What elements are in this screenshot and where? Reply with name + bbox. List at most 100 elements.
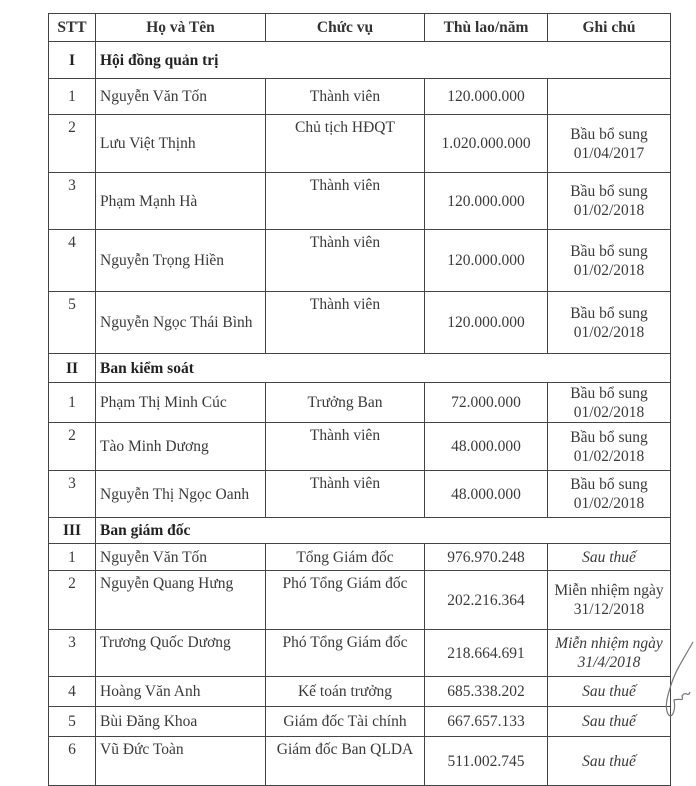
row-note: Miễn nhiệm ngày 31/4/2018 [547, 629, 671, 677]
row-note: Bầu bổ sung 01/02/2018 [547, 291, 671, 354]
row-name: Hoàng Văn Anh [95, 676, 266, 707]
row-stt: 3 [48, 172, 96, 230]
row-name: Phạm Thị Minh Cúc [95, 382, 266, 423]
row-role: Giám đốc Tài chính [265, 706, 425, 737]
row-stt: 5 [48, 706, 96, 737]
table-row: 6 Vũ Đức Toàn Giám đốc Ban QLDA 511.002.745… [48, 736, 671, 786]
section-row: I Hội đồng quản trị [48, 41, 671, 79]
row-stt: 3 [48, 470, 96, 518]
table-row: 2 Nguyễn Quang Hưng Phó Tổng Giám đốc 202.2… [48, 570, 671, 630]
row-pay: 218.664.691 [424, 629, 548, 677]
row-pay: 1.020.000.000 [424, 114, 548, 173]
row-stt: 2 [48, 570, 96, 630]
table-row: 2 Tào Minh Dương Thành viên 48.000.000 Bầu b… [48, 422, 671, 471]
row-role: Phó Tổng Giám đốc [265, 570, 425, 630]
row-note: Bầu bổ sung 01/02/2018 [547, 172, 671, 230]
row-role: Thành viên [265, 422, 425, 471]
row-note: Sau thuế [547, 706, 671, 737]
row-role: Thành viên [265, 78, 425, 115]
row-note: Bầu bổ sung 01/02/2018 [547, 382, 671, 423]
row-stt: 3 [48, 629, 96, 677]
header-name: Họ và Tên [95, 13, 266, 42]
table-row: 5 Bùi Đăng Khoa Giám đốc Tài chính 667.657.… [48, 706, 671, 737]
row-name: Bùi Đăng Khoa [95, 706, 266, 737]
row-stt: 6 [48, 736, 96, 786]
table-row: 5 Nguyễn Ngọc Thái Bình Thành viên 120.000.… [48, 291, 671, 354]
header-row: STT Họ và Tên Chức vụ Thù lao/năm Ghi ch… [48, 13, 671, 42]
row-stt: 1 [48, 543, 96, 571]
section-row: II Ban kiểm soát [48, 353, 671, 383]
section-title: Ban giám đốc [95, 517, 671, 544]
section-title: Ban kiểm soát [95, 353, 671, 383]
row-name: Nguyễn Văn Tốn [95, 543, 266, 571]
table-row: 3 Trương Quốc Dương Phó Tổng Giám đốc 218.6… [48, 629, 671, 677]
row-pay: 48.000.000 [424, 470, 548, 518]
row-note: Sau thuế [547, 676, 671, 707]
row-name: Lưu Việt Thịnh [95, 114, 266, 173]
section-number: II [48, 353, 96, 383]
row-role: Kế toán trưởng [265, 676, 425, 707]
row-pay: 976.970.248 [424, 543, 548, 571]
header-role: Chức vụ [265, 13, 425, 42]
row-name: Trương Quốc Dương [95, 629, 266, 677]
table-row: 2 Lưu Việt Thịnh Chủ tịch HĐQT 1.020.000.00… [48, 114, 671, 173]
header-pay: Thù lao/năm [424, 13, 548, 42]
row-note: Bầu bổ sung 01/02/2018 [547, 470, 671, 518]
header-stt: STT [48, 13, 96, 42]
row-pay: 48.000.000 [424, 422, 548, 471]
row-role: Chủ tịch HĐQT [265, 114, 425, 173]
row-stt: 1 [48, 78, 96, 115]
row-name: Nguyễn Thị Ngọc Oanh [95, 470, 266, 518]
row-role: Thành viên [265, 291, 425, 354]
row-name: Phạm Mạnh Hà [95, 172, 266, 230]
row-role: Trưởng Ban [265, 382, 425, 423]
table-row: 1 Nguyễn Văn Tốn Tổng Giám đốc 976.970.248 S… [48, 543, 671, 571]
row-name: Nguyễn Quang Hưng [95, 570, 266, 630]
section-title: Hội đồng quản trị [95, 41, 671, 79]
row-stt: 1 [48, 382, 96, 423]
row-pay: 120.000.000 [424, 291, 548, 354]
row-note: Miễn nhiệm ngày 31/12/2018 [547, 570, 671, 630]
row-note [547, 78, 671, 115]
remuneration-table: STT Họ và Tên Chức vụ Thù lao/năm Ghi ch… [48, 13, 671, 786]
table-row: 1 Nguyễn Văn Tốn Thành viên 120.000.000 [48, 78, 671, 115]
row-role: Phó Tổng Giám đốc [265, 629, 425, 677]
signature [665, 641, 694, 717]
row-pay: 202.216.364 [424, 570, 548, 630]
row-role: Thành viên [265, 172, 425, 230]
section-number: I [48, 41, 96, 79]
table-row: 3 Nguyễn Thị Ngọc Oanh Thành viên 48.000.00… [48, 470, 671, 518]
row-name: Nguyễn Ngọc Thái Bình [95, 291, 266, 354]
row-name: Vũ Đức Toàn [95, 736, 266, 786]
table-row: 3 Phạm Mạnh Hà Thành viên 120.000.000 Bầu bổ… [48, 172, 671, 230]
row-pay: 667.657.133 [424, 706, 548, 737]
row-note: Bầu bổ sung 01/04/2017 [547, 114, 671, 173]
row-name: Nguyễn Văn Tốn [95, 78, 266, 115]
header-note: Ghi chú [547, 13, 671, 42]
row-role: Thành viên [265, 470, 425, 518]
row-pay: 685.338.202 [424, 676, 548, 707]
row-role: Thành viên [265, 229, 425, 292]
row-pay: 120.000.000 [424, 78, 548, 115]
table-row: 4 Hoàng Văn Anh Kế toán trưởng 685.338.202 S… [48, 676, 671, 707]
row-note: Bầu bổ sung 01/02/2018 [547, 229, 671, 292]
row-note: Sau thuế [547, 543, 671, 571]
row-note: Bầu bổ sung 01/02/2018 [547, 422, 671, 471]
row-stt: 2 [48, 422, 96, 471]
row-stt: 2 [48, 114, 96, 173]
table-row: 4 Nguyễn Trọng Hiền Thành viên 120.000.000 B… [48, 229, 671, 292]
row-stt: 4 [48, 676, 96, 707]
row-name: Tào Minh Dương [95, 422, 266, 471]
row-pay: 120.000.000 [424, 172, 548, 230]
row-pay: 72.000.000 [424, 382, 548, 423]
row-name: Nguyễn Trọng Hiền [95, 229, 266, 292]
row-pay: 511.002.745 [424, 736, 548, 786]
row-role: Giám đốc Ban QLDA [265, 736, 425, 786]
row-note: Sau thuế [547, 736, 671, 786]
row-role: Tổng Giám đốc [265, 543, 425, 571]
row-stt: 5 [48, 291, 96, 354]
section-row: III Ban giám đốc [48, 517, 671, 544]
table-row: 1 Phạm Thị Minh Cúc Trưởng Ban 72.000.000 Bầ… [48, 382, 671, 423]
section-number: III [48, 517, 96, 544]
row-stt: 4 [48, 229, 96, 292]
